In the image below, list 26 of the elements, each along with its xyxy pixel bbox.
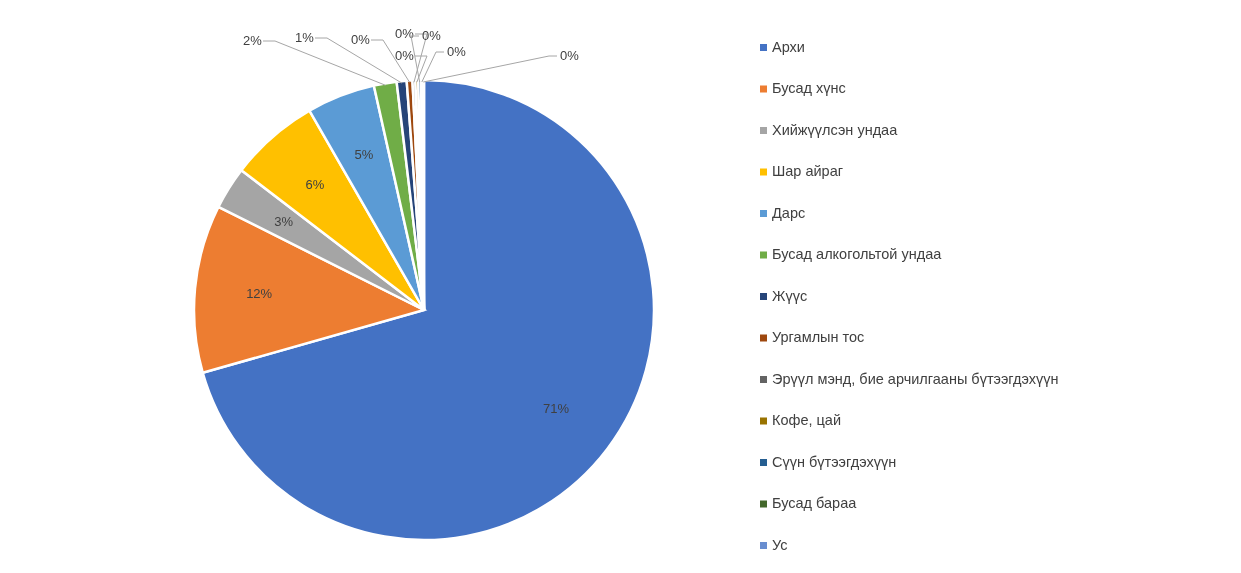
data-label: 12% [246,285,273,301]
legend-label: Шар айраг [772,163,844,180]
legend-label: Дарс [772,204,806,221]
data-label: 0% [395,48,415,63]
data-label: 0% [395,26,415,41]
legend-label: Жүүс [772,287,808,304]
data-label: 0% [447,44,467,59]
legend-label: Эрүүл мэнд, бие арчилгааны бүтээгдэхүүн [772,370,1059,387]
data-label: 6% [305,176,325,192]
legend-label: Бусад алкогольтой ундаа [772,246,943,263]
data-label: 0% [422,28,442,43]
legend-label: Бусад хүнс [772,80,846,97]
data-label: 2% [243,33,263,48]
data-label: 1% [295,30,315,45]
data-label: 71% [543,401,570,417]
data-label: 0% [351,32,371,47]
data-label: 5% [354,147,374,163]
legend-label: Хийжүүлсэн ундаа [772,121,899,138]
legend-label: Сүүн бүтээгдэхүүн [772,453,897,470]
legend-label: Бусад бараа [772,495,858,512]
legend-label: Ус [772,536,788,553]
legend-label: Кофе, цай [772,412,842,429]
legend-label: Ургамлын тос [772,329,865,346]
data-label: 3% [274,213,294,229]
legend-label: Архи [772,38,805,55]
data-label: 0% [560,48,580,63]
